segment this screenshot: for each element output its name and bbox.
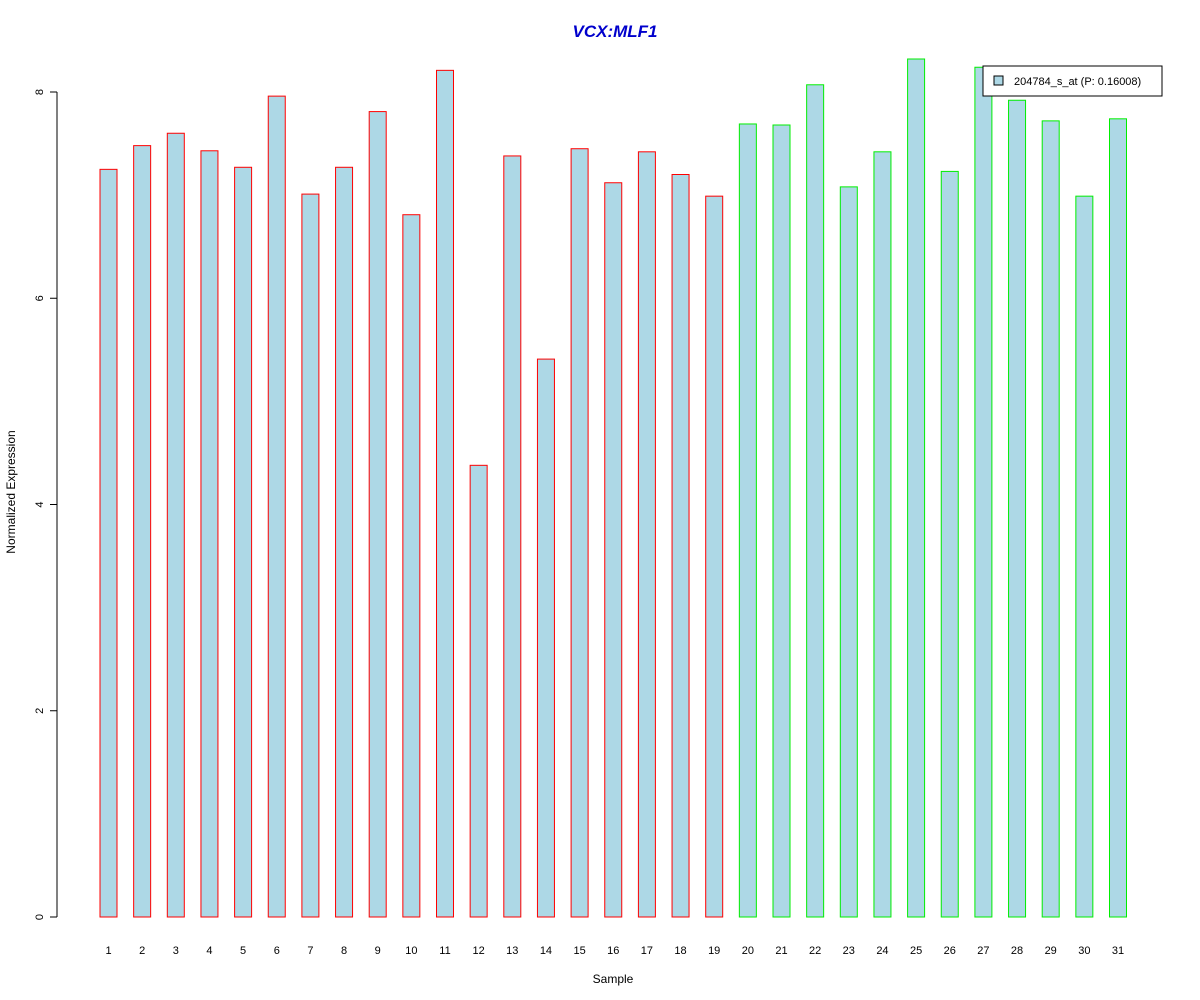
x-tick-label: 15 (573, 945, 585, 957)
x-axis-title: Sample (593, 972, 634, 986)
bar-sample-12 (469, 464, 488, 918)
bar-sample-5 (234, 166, 253, 918)
x-tick-label: 5 (240, 945, 246, 957)
x-tick-labels: 1 2 3 4 5 6 7 8 9 10 11 12 13 14 15 16 17 18 19 20 21 22 23 24 2… (105, 945, 1124, 957)
bar-sample-24 (873, 151, 892, 918)
x-tick-label: 28 (1011, 945, 1023, 957)
bar-sample-11 (436, 69, 454, 918)
bar-sample-23 (839, 186, 858, 918)
x-tick-label: 12 (473, 945, 485, 957)
bar-sample-9 (368, 111, 387, 918)
x-tick-label: 19 (708, 945, 720, 957)
legend: 204784_s_at (P: 0.16008) (982, 65, 1163, 97)
legend-swatch (993, 75, 1004, 86)
x-tick-label: 8 (341, 945, 347, 957)
y-tick-label: 8 (34, 89, 46, 95)
x-tick-label: 27 (977, 945, 989, 957)
x-tick-label: 3 (173, 945, 179, 957)
bar-sample-26 (940, 170, 959, 918)
x-tick-label: 9 (375, 945, 381, 957)
bar-sample-19 (705, 195, 724, 918)
x-tick-label: 26 (944, 945, 956, 957)
y-tick-label: 2 (34, 708, 46, 714)
x-tick-label: 17 (641, 945, 653, 957)
x-tick-label: 10 (405, 945, 417, 957)
y-tick-label: 6 (34, 295, 46, 301)
bar-sample-25 (907, 58, 926, 918)
x-tick-label: 20 (742, 945, 754, 957)
bar-sample-4 (200, 150, 219, 918)
y-axis: 0 2 4 6 8 (34, 89, 58, 920)
legend-label: 204784_s_at (P: 0.16008) (1014, 76, 1141, 88)
y-axis-title: Normalized Expression (4, 430, 18, 553)
bar-sample-31 (1109, 118, 1127, 918)
x-tick-label: 31 (1112, 945, 1124, 957)
bar-sample-28 (1008, 99, 1027, 918)
bar-sample-15 (570, 148, 589, 918)
x-tick-label: 29 (1045, 945, 1057, 957)
bar-sample-14 (536, 358, 555, 918)
x-tick-label: 4 (206, 945, 212, 957)
bar-sample-17 (637, 151, 656, 918)
bar-sample-10 (402, 214, 421, 918)
bar-sample-13 (503, 155, 522, 918)
bar-sample-21 (772, 124, 791, 918)
y-tick-label: 0 (34, 914, 46, 920)
bar-sample-2 (133, 145, 152, 918)
x-tick-label: 13 (506, 945, 518, 957)
x-tick-label: 21 (775, 945, 787, 957)
bar-sample-30 (1075, 195, 1094, 918)
x-tick-label: 25 (910, 945, 922, 957)
bars (99, 58, 1127, 918)
y-tick-label: 4 (34, 501, 46, 507)
x-tick-label: 22 (809, 945, 821, 957)
bar-sample-27 (974, 66, 993, 918)
bar-sample-29 (1041, 120, 1060, 918)
bar-sample-3 (166, 132, 185, 918)
bar-sample-18 (671, 174, 690, 918)
x-tick-label: 11 (439, 945, 450, 957)
x-tick-label: 14 (540, 945, 552, 957)
bar-sample-7 (301, 193, 320, 918)
legend-box (982, 65, 1163, 97)
bar-sample-22 (806, 84, 825, 918)
x-tick-label: 7 (307, 945, 313, 957)
x-tick-label: 30 (1078, 945, 1090, 957)
x-tick-label: 24 (876, 945, 888, 957)
bar-sample-16 (604, 182, 623, 918)
bar-sample-6 (267, 95, 286, 918)
x-tick-label: 1 (105, 945, 111, 957)
bar-sample-8 (335, 166, 354, 918)
x-tick-label: 16 (607, 945, 619, 957)
x-tick-label: 6 (274, 945, 280, 957)
bar-sample-20 (738, 123, 757, 918)
x-tick-label: 23 (843, 945, 855, 957)
x-tick-label: 18 (674, 945, 686, 957)
bar-sample-1 (99, 168, 118, 918)
x-tick-label: 2 (139, 945, 145, 957)
chart-title: VCX:MLF1 (573, 22, 658, 41)
